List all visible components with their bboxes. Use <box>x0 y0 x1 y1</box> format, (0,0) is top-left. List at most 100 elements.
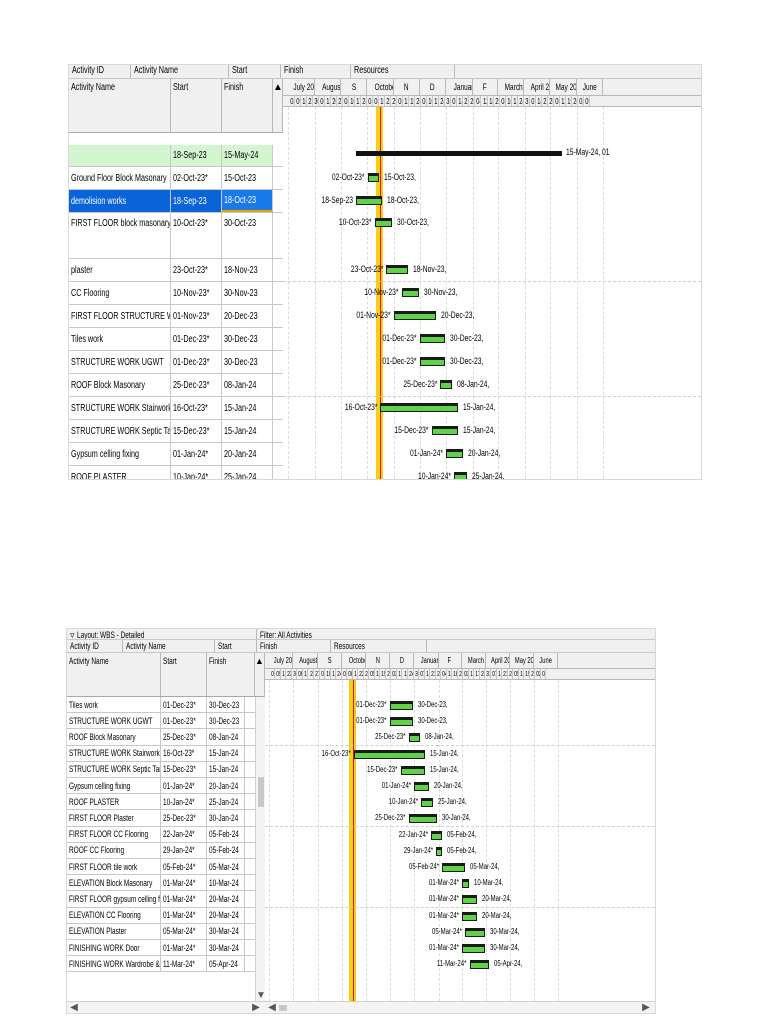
table-row[interactable]: FINISHING WORK Wardrobe & Vanity11-Mar-2… <box>67 956 255 973</box>
activity-bar[interactable] <box>440 380 453 389</box>
activity-bar[interactable] <box>408 733 420 743</box>
activity-bar[interactable] <box>414 782 430 791</box>
activity-bar[interactable] <box>442 863 465 872</box>
activity-bar[interactable] <box>374 218 393 227</box>
scroll-right-icon[interactable]: ▶ <box>642 1002 650 1013</box>
activity-bar[interactable] <box>400 765 426 775</box>
activity-bar[interactable] <box>367 173 380 182</box>
sort-arrow-icon[interactable]: ▲ <box>273 79 283 132</box>
table-row[interactable]: FIRST FLOOR CC Flooring 22-Jan-24* 05-Feb-… <box>67 826 255 843</box>
header-activity-name[interactable]: Activity Name <box>123 640 215 652</box>
data-date-band <box>375 107 383 479</box>
table-row[interactable]: Ground Floor Block Masonary 02-Oct-23* 15-… <box>69 167 283 190</box>
activity-bar[interactable] <box>453 472 467 479</box>
table-row[interactable]: demolision works 18-Sep-23 18-Oct-23 <box>69 190 283 213</box>
table-row[interactable]: ROOF Block Masonary 25-Dec-23* 08-Jan-24 <box>69 374 283 397</box>
header-finish[interactable]: Finish <box>281 65 351 78</box>
timescale-day: 24 <box>362 96 368 106</box>
table-row[interactable]: Tiles work 01-Dec-23* 30-Dec-23 <box>67 697 255 714</box>
table-row[interactable]: Gypsum celling fixing 01-Jan-24* 20-Jan-24 <box>67 778 255 795</box>
bar-start-label: 23-Oct-23* <box>350 264 384 274</box>
activity-bar[interactable] <box>389 717 413 727</box>
col-start[interactable]: Start <box>171 79 222 132</box>
activity-bar[interactable] <box>393 311 436 320</box>
table-row[interactable]: ELEVATION Plaster 05-Mar-24* 30-Mar-24 <box>67 923 255 940</box>
table-row[interactable]: ROOF PLASTER 10-Jan-24* 25-Jan-24 <box>69 466 283 479</box>
activity-bar[interactable] <box>421 798 434 808</box>
bottom-horizontal-scrollbar[interactable]: ◀ ▶ ◀ ▶ <box>67 1001 655 1013</box>
table-row[interactable]: FIRST FLOOR tile work 05-Feb-24* 05-Mar-24 <box>67 859 255 876</box>
activity-bar[interactable] <box>461 944 485 953</box>
scrollbar-thumb[interactable] <box>258 777 264 807</box>
table-row[interactable]: Tiles work 01-Dec-23* 30-Dec-23 <box>69 328 283 351</box>
layout-label[interactable]: ▿ Layout: WBS - Detailed <box>67 629 257 639</box>
activity-bar[interactable] <box>461 879 469 889</box>
group-separator <box>283 396 701 397</box>
activity-bar[interactable] <box>401 288 419 297</box>
table-vertical-scrollbar[interactable]: ▼ <box>255 697 266 1001</box>
activity-bar[interactable] <box>469 960 490 970</box>
activity-bar[interactable] <box>436 846 443 856</box>
header-resources[interactable]: Resources <box>331 640 427 652</box>
table-row[interactable]: Gypsum celling fixing 01-Jan-24* 20-Jan-24 <box>69 443 283 466</box>
bar-finish-label: 05-Feb-24, <box>447 845 477 855</box>
header-activity-name[interactable]: Activity Name <box>131 65 229 78</box>
header-start[interactable]: Start <box>229 65 281 78</box>
table-row[interactable]: STRUCTURE WORK UGWT 01-Dec-23* 30-Dec-23 <box>67 713 255 730</box>
activity-bar[interactable] <box>389 701 413 710</box>
cell-name: Gypsum celling fixing <box>67 778 161 794</box>
activity-bar[interactable] <box>464 927 485 937</box>
activity-bar[interactable] <box>431 426 459 435</box>
activity-bar[interactable] <box>419 334 445 343</box>
filter-label[interactable]: Filter: All Activities <box>260 630 312 639</box>
summary-row[interactable]: 18-Sep-23 15-May-24 <box>69 145 283 167</box>
col-activity-name[interactable]: Activity Name <box>67 653 161 696</box>
col-finish[interactable]: Finish <box>222 79 273 132</box>
activity-bar[interactable] <box>419 357 445 366</box>
table-row[interactable]: FIRST FLOOR gypsum celling fixing01-Mar-… <box>67 891 255 908</box>
gantt-scrollbar-thumb[interactable] <box>279 1005 287 1011</box>
summary-bar[interactable] <box>355 151 563 156</box>
header-activity-id[interactable]: Activity ID <box>69 65 131 78</box>
scroll-down-icon[interactable]: ▼ <box>256 990 266 1001</box>
activity-bar[interactable] <box>380 403 459 412</box>
table-row[interactable]: ELEVATION Block Masonary 01-Mar-24* 10-Mar… <box>67 875 255 892</box>
table-row[interactable]: FIRST FLOOR Plaster 25-Dec-23* 30-Jan-24 <box>67 810 255 827</box>
table-row[interactable]: STRUCTURE WORK Stairwork 16-Oct-23* 15-Jan… <box>69 397 283 420</box>
table-row[interactable]: CC Flooring 10-Nov-23* 30-Nov-23 <box>69 282 283 305</box>
header-finish[interactable]: Finish <box>257 640 331 652</box>
top-gantt-chart[interactable]: July 2023August 2023SOctober 2023NDJanua… <box>283 79 701 479</box>
activity-bar[interactable] <box>353 749 426 759</box>
scroll-left-icon[interactable]: ◀ <box>268 1002 276 1013</box>
table-row[interactable]: STRUCTURE WORK UGWT 01-Dec-23* 30-Dec-23 <box>69 351 283 374</box>
sort-arrow-icon[interactable]: ▲ <box>255 653 265 696</box>
col-finish[interactable]: Finish <box>207 653 255 696</box>
table-row[interactable]: STRUCTURE WORK Stairwork 16-Oct-23* 15-Jan… <box>67 745 255 762</box>
table-row[interactable]: ROOF CC Flooring 29-Jan-24* 05-Feb-24 <box>67 842 255 859</box>
col-activity-name[interactable]: Activity Name <box>69 79 171 132</box>
bottom-gantt-chart[interactable]: July 2023August 2023SOctober 2023NDJanua… <box>265 653 655 1001</box>
table-row[interactable]: STRUCTURE WORK Septic Tank 15-Dec-23* 15-J… <box>67 761 255 778</box>
table-row[interactable]: ROOF PLASTER 10-Jan-24* 25-Jan-24 <box>67 794 255 811</box>
table-row[interactable]: STRUCTURE WORK Septic Tank 15-Dec-23* 15-J… <box>69 420 283 443</box>
header-activity-id[interactable]: Activity ID <box>67 640 123 652</box>
activity-bar[interactable] <box>461 911 477 921</box>
table-row[interactable]: FIRST FLOOR block masonary 10-Oct-23* 30-O… <box>69 213 283 259</box>
scroll-right-icon[interactable]: ▶ <box>252 1002 260 1013</box>
table-row[interactable]: plaster 23-Oct-23* 18-Nov-23 <box>69 259 283 282</box>
scroll-left-icon[interactable]: ◀ <box>70 1002 78 1013</box>
activity-bar[interactable] <box>386 265 409 274</box>
activity-bar[interactable] <box>446 449 463 458</box>
col-start[interactable]: Start <box>161 653 207 696</box>
activity-bar[interactable] <box>355 196 382 205</box>
table-row[interactable]: ROOF Block Masonary 25-Dec-23* 08-Jan-24 <box>67 729 255 746</box>
header-start[interactable]: Start <box>215 640 257 652</box>
month-gridline <box>472 107 474 479</box>
table-row[interactable]: FINISHING WORK Door 01-Mar-24* 30-Mar-24 <box>67 940 255 957</box>
activity-bar[interactable] <box>430 830 442 840</box>
activity-bar[interactable] <box>461 895 477 905</box>
table-row[interactable]: FIRST FLOOR STRUCTURE WORK01-Nov-23*20-D… <box>69 305 283 328</box>
table-row[interactable]: ELEVATION CC Flooring 01-Mar-24* 20-Mar-24 <box>67 907 255 924</box>
header-resources[interactable]: Resources <box>351 65 455 78</box>
activity-bar[interactable] <box>408 814 438 824</box>
